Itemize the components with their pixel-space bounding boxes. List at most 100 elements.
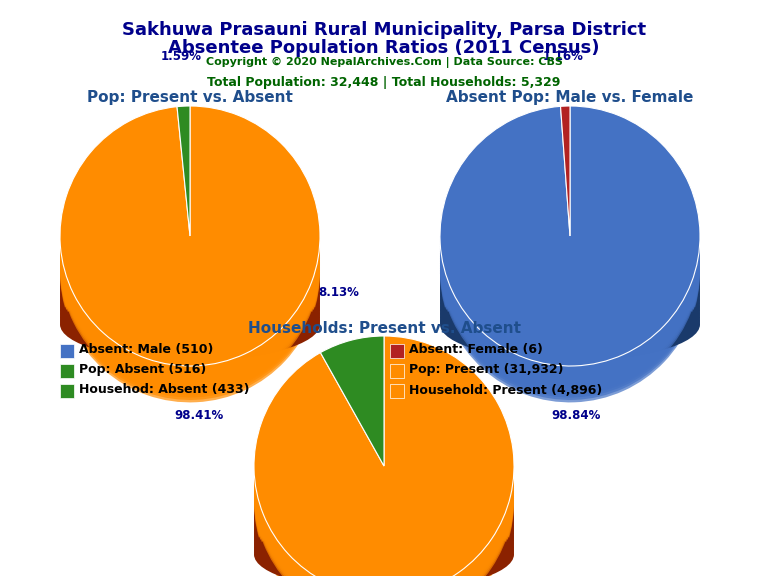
Wedge shape [60,120,320,381]
Wedge shape [60,118,320,378]
Wedge shape [561,123,570,253]
Wedge shape [440,130,700,391]
Ellipse shape [254,501,514,574]
Wedge shape [254,346,514,576]
Ellipse shape [440,250,700,323]
Wedge shape [177,142,190,272]
Text: 8.13%: 8.13% [318,286,359,299]
Wedge shape [561,108,570,238]
Wedge shape [440,128,700,388]
Wedge shape [60,106,320,366]
Text: Pop: Present vs. Absent: Pop: Present vs. Absent [87,90,293,105]
Wedge shape [320,353,384,483]
Text: Househod: Absent (433): Househod: Absent (433) [79,384,250,396]
Ellipse shape [254,473,514,545]
Wedge shape [440,123,700,383]
Ellipse shape [440,281,700,354]
Ellipse shape [254,507,514,576]
Wedge shape [561,126,570,255]
Ellipse shape [60,288,320,361]
Ellipse shape [60,281,320,354]
Wedge shape [254,358,514,576]
Ellipse shape [440,247,700,319]
Wedge shape [320,373,384,502]
Wedge shape [177,113,190,243]
Wedge shape [561,140,570,270]
Ellipse shape [440,260,700,333]
Wedge shape [177,132,190,263]
Wedge shape [320,365,384,495]
Ellipse shape [60,236,320,309]
Wedge shape [177,118,190,248]
Wedge shape [320,363,384,492]
Ellipse shape [440,271,700,343]
Wedge shape [320,367,384,498]
Wedge shape [60,113,320,373]
Ellipse shape [254,487,514,560]
Wedge shape [177,130,190,260]
Wedge shape [440,111,700,371]
Wedge shape [254,360,514,576]
Ellipse shape [440,240,700,312]
Text: Sakhuwa Prasauni Rural Municipality, Parsa District: Sakhuwa Prasauni Rural Municipality, Par… [122,21,646,39]
Wedge shape [60,130,320,391]
Wedge shape [440,132,700,393]
Wedge shape [254,348,514,576]
Wedge shape [561,132,570,263]
Wedge shape [561,106,570,236]
Wedge shape [320,351,384,480]
Wedge shape [320,370,384,500]
Wedge shape [60,132,320,393]
Wedge shape [254,339,514,576]
Ellipse shape [254,497,514,570]
Wedge shape [60,123,320,383]
Ellipse shape [254,469,514,542]
Text: Absent: Female (6): Absent: Female (6) [409,343,543,357]
Bar [390,344,404,358]
Wedge shape [320,358,384,488]
Text: Copyright © 2020 NepalArchives.Com | Data Source: CBS: Copyright © 2020 NepalArchives.Com | Dat… [206,57,562,68]
Wedge shape [254,363,514,576]
Wedge shape [440,138,700,397]
Ellipse shape [254,504,514,576]
Ellipse shape [60,243,320,316]
Wedge shape [177,140,190,270]
Wedge shape [177,106,190,236]
Ellipse shape [440,278,700,350]
Text: Pop: Present (31,932): Pop: Present (31,932) [409,363,564,377]
Wedge shape [320,336,384,466]
Bar [60,344,74,358]
Ellipse shape [440,264,700,336]
Wedge shape [254,370,514,576]
Ellipse shape [440,288,700,361]
Wedge shape [254,351,514,576]
Ellipse shape [254,476,514,549]
Wedge shape [177,120,190,251]
Text: Absent: Male (510): Absent: Male (510) [79,343,214,357]
Wedge shape [254,355,514,576]
Wedge shape [320,343,384,473]
Wedge shape [60,138,320,397]
Wedge shape [177,138,190,267]
Ellipse shape [440,243,700,316]
Text: Pop: Absent (516): Pop: Absent (516) [79,363,207,377]
Wedge shape [440,126,700,385]
Ellipse shape [60,257,320,329]
Wedge shape [177,128,190,258]
Ellipse shape [60,264,320,336]
Ellipse shape [60,247,320,319]
Text: 98.84%: 98.84% [552,409,601,422]
Wedge shape [254,373,514,576]
Wedge shape [440,135,700,395]
Wedge shape [320,341,384,471]
Wedge shape [254,343,514,576]
Wedge shape [440,106,700,366]
Wedge shape [440,140,700,400]
Wedge shape [320,339,384,468]
Bar [390,384,404,398]
Text: Household: Present (4,896): Household: Present (4,896) [409,384,602,396]
Ellipse shape [254,511,514,576]
Ellipse shape [440,274,700,347]
Wedge shape [60,116,320,376]
Wedge shape [440,116,700,376]
